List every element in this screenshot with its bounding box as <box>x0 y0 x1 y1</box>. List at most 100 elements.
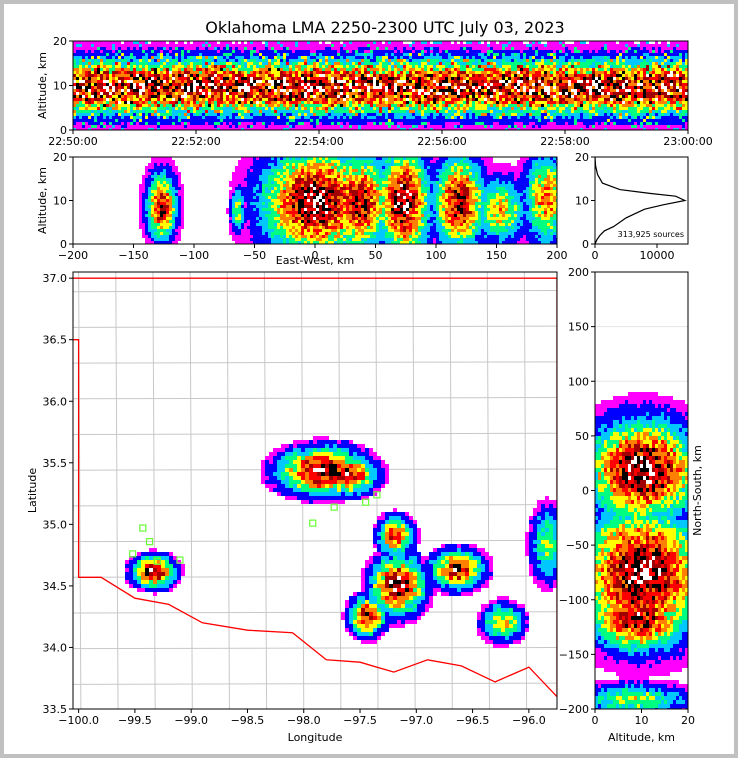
time-height-density-cell <box>565 53 568 56</box>
time-height-density-cell <box>460 62 463 65</box>
time-height-density-cell <box>145 95 148 98</box>
time-height-density-cell <box>379 59 382 62</box>
time-height-density-cell <box>325 128 328 130</box>
time-height-density-cell <box>286 41 289 44</box>
time-height-density-cell <box>445 95 448 98</box>
time-height-density-cell <box>523 104 526 107</box>
time-height-density-cell <box>391 41 394 44</box>
time-height-density-cell <box>286 50 289 53</box>
time-height-density-cell <box>133 116 136 119</box>
time-height-density-cell <box>424 122 427 125</box>
time-height-density-cell <box>286 119 289 122</box>
time-height-density-cell <box>373 68 376 71</box>
time-height-density-cell <box>448 74 451 77</box>
time-height-density-cell <box>433 77 436 80</box>
time-height-density-cell <box>118 128 121 130</box>
time-height-density-cell <box>250 47 253 50</box>
time-height-density-cell <box>439 104 442 107</box>
time-height-density-cell <box>352 44 355 47</box>
time-height-density-cell <box>358 110 361 113</box>
time-height-density-cell <box>409 125 412 128</box>
time-height-density-cell <box>295 116 298 119</box>
time-height-density-cell <box>94 83 97 86</box>
time-height-density-cell <box>343 74 346 77</box>
time-height-density-cell <box>544 71 547 74</box>
time-height-density-cell <box>259 44 262 47</box>
time-height-density-cell <box>139 80 142 83</box>
time-height-density-cell <box>115 44 118 47</box>
time-height-density-cell <box>505 92 508 95</box>
time-height-density-cell <box>94 59 97 62</box>
time-height-density-cell <box>229 86 232 89</box>
time-height-density-cell <box>553 116 556 119</box>
time-height-density-cell <box>487 74 490 77</box>
time-height-density-cell <box>196 95 199 98</box>
time-height-density-cell <box>289 107 292 110</box>
time-height-density-cell <box>130 98 133 101</box>
time-height-density-cell <box>553 44 556 47</box>
time-height-density-cell <box>481 74 484 77</box>
time-height-density-cell <box>451 83 454 86</box>
time-height-density-cell <box>469 110 472 113</box>
time-height-density-cell <box>97 89 100 92</box>
time-height-density-cell <box>259 74 262 77</box>
time-height-density-cell <box>418 80 421 83</box>
time-height-density-cell <box>316 110 319 113</box>
time-height-density-cell <box>181 53 184 56</box>
time-height-density-cell <box>145 80 148 83</box>
time-height-density-cell <box>82 59 85 62</box>
time-height-density-cell <box>139 44 142 47</box>
time-height-density-cell <box>211 47 214 50</box>
time-height-density-cell <box>472 83 475 86</box>
time-height-density-cell <box>304 104 307 107</box>
time-height-density-cell <box>448 80 451 83</box>
time-height-density-cell <box>331 110 334 113</box>
time-height-density-cell <box>115 74 118 77</box>
time-height-density-cell <box>73 119 76 122</box>
time-height-density-cell <box>568 65 571 68</box>
time-height-density-cell <box>142 83 145 86</box>
time-height-density-cell <box>502 89 505 92</box>
time-height-density-cell <box>109 89 112 92</box>
time-height-density-cell <box>406 83 409 86</box>
time-height-density-cell <box>454 53 457 56</box>
time-height-density-cell <box>193 110 196 113</box>
time-height-density-cell <box>235 107 238 110</box>
time-height-density-cell <box>211 92 214 95</box>
time-height-density-cell <box>556 47 559 50</box>
time-height-density-cell <box>538 65 541 68</box>
time-height-density-cell <box>169 98 172 101</box>
time-height-density-cell <box>220 107 223 110</box>
time-height-density-cell <box>172 59 175 62</box>
time-height-density-cell <box>244 50 247 53</box>
time-height-density-cell <box>250 62 253 65</box>
time-height-density-cell <box>100 62 103 65</box>
time-height-density-cell <box>382 50 385 53</box>
time-height-density-cell <box>139 92 142 95</box>
time-height-density-cell <box>148 125 151 128</box>
time-height-density-cell <box>172 53 175 56</box>
time-height-density-cell <box>196 101 199 104</box>
time-height-density-cell <box>205 125 208 128</box>
time-height-density-cell <box>514 83 517 86</box>
time-height-density-cell <box>460 44 463 47</box>
time-height-density-cell <box>331 62 334 65</box>
time-height-density-cell <box>442 41 445 44</box>
time-height-density-cell <box>385 128 388 130</box>
time-height-density-cell <box>235 74 238 77</box>
time-height-density-cell <box>139 119 142 122</box>
time-height-density-cell <box>142 110 145 113</box>
time-height-density-cell <box>526 119 529 122</box>
time-height-density-cell <box>307 101 310 104</box>
time-height-density-cell <box>268 80 271 83</box>
time-height-density-cell <box>160 68 163 71</box>
time-height-density-cell <box>163 41 166 44</box>
time-height-density-cell <box>349 122 352 125</box>
time-height-density-cell <box>193 128 196 130</box>
time-height-density-cell <box>73 89 76 92</box>
time-height-density-cell <box>169 107 172 110</box>
time-height-density-cell <box>100 47 103 50</box>
time-height-density-cell <box>394 92 397 95</box>
time-height-density-cell <box>346 65 349 68</box>
time-height-density-cell <box>289 92 292 95</box>
